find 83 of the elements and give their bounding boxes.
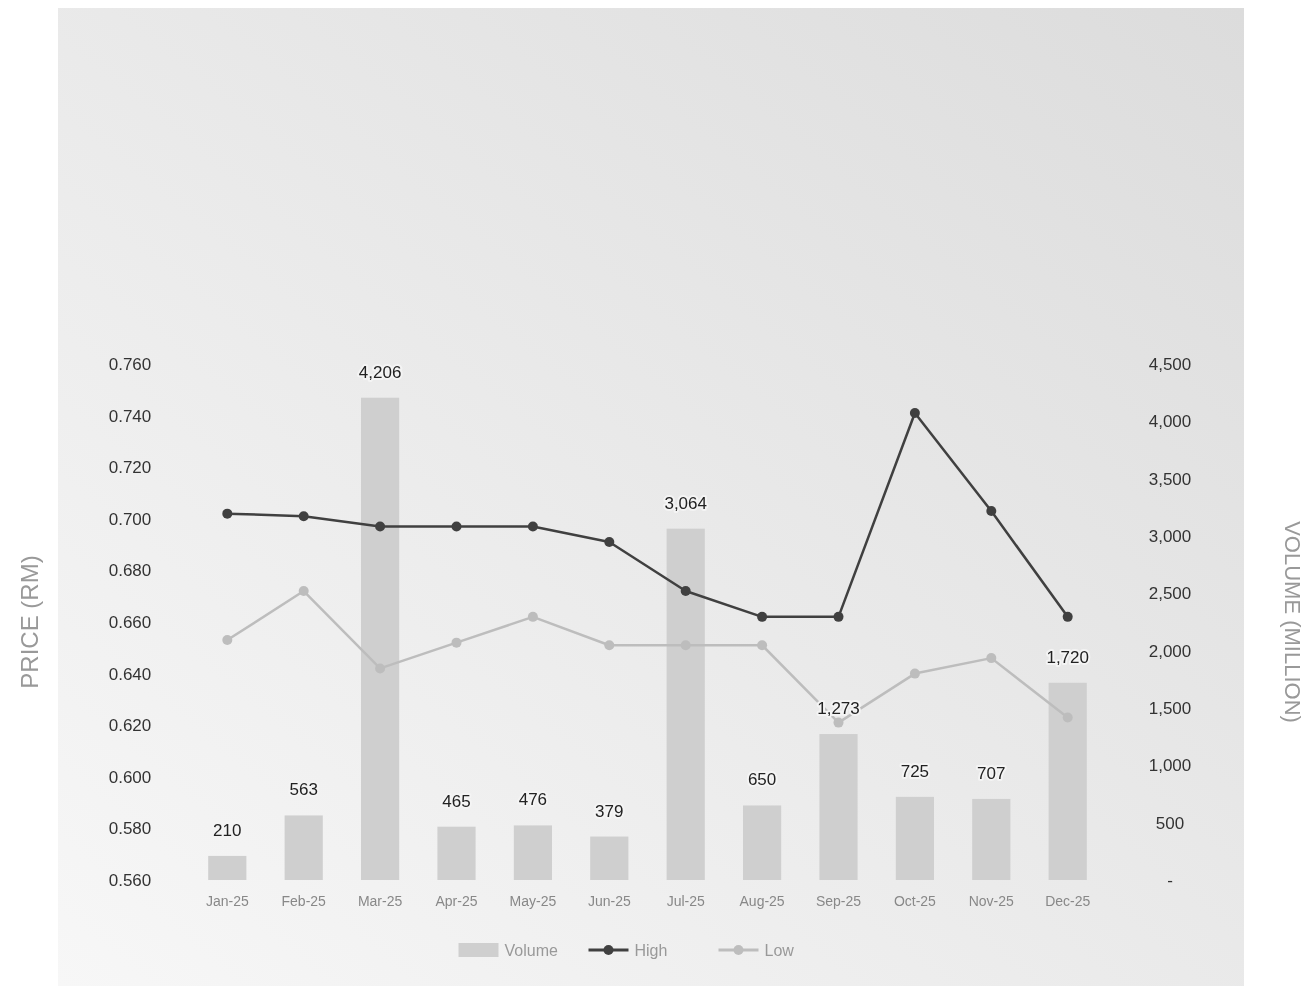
y-tick-label: 0.560 bbox=[108, 870, 152, 890]
bar bbox=[361, 397, 400, 880]
point bbox=[604, 640, 615, 651]
data-label: 379 bbox=[595, 801, 624, 821]
x-tick-label: Jan-25 bbox=[205, 893, 249, 909]
legend-label: Low bbox=[764, 941, 795, 959]
bar bbox=[590, 836, 629, 880]
y2-tick-label: 3,500 bbox=[1148, 469, 1192, 489]
bar bbox=[513, 825, 552, 880]
point bbox=[909, 408, 920, 419]
point bbox=[986, 506, 997, 517]
point bbox=[222, 635, 233, 646]
data-label: 3,064 bbox=[664, 493, 707, 513]
point bbox=[451, 637, 462, 648]
bar bbox=[284, 815, 323, 880]
bar bbox=[666, 528, 705, 880]
y-tick-label: 0.620 bbox=[108, 716, 152, 736]
bar bbox=[208, 855, 247, 880]
y2-tick-label: - bbox=[1167, 870, 1173, 890]
y2-tick-label: 2,000 bbox=[1148, 641, 1192, 661]
y2-tick-label: 3,000 bbox=[1148, 526, 1192, 546]
legend-label: High bbox=[634, 941, 668, 959]
x-tick-label: May-25 bbox=[509, 893, 557, 909]
data-label: 465 bbox=[442, 791, 471, 811]
point bbox=[604, 537, 615, 548]
x-tick-label: Jun-25 bbox=[587, 893, 631, 909]
point bbox=[680, 586, 691, 597]
x-tick-label: Apr-25 bbox=[435, 893, 478, 909]
y-axis-title: PRICE (RM) bbox=[16, 555, 43, 689]
data-label: 563 bbox=[289, 780, 318, 800]
data-label: 650 bbox=[747, 770, 777, 790]
bar bbox=[895, 796, 934, 880]
y2-tick-label: 4,500 bbox=[1148, 354, 1192, 374]
x-tick-label: Nov-25 bbox=[968, 893, 1015, 909]
x-tick-label: Feb-25 bbox=[281, 893, 327, 909]
point bbox=[757, 611, 768, 622]
point bbox=[527, 611, 538, 622]
bar bbox=[743, 805, 782, 880]
y2-tick-label: 500 bbox=[1155, 813, 1185, 833]
data-label: 210 bbox=[213, 820, 242, 840]
point bbox=[451, 521, 462, 532]
y2-tick-label: 1,500 bbox=[1148, 698, 1192, 718]
data-label: 1,273 bbox=[817, 699, 860, 719]
data-label: 4,206 bbox=[358, 362, 402, 382]
y-tick-label: 0.600 bbox=[108, 767, 152, 787]
legend-label: Volume bbox=[504, 941, 558, 959]
y2-axis-title: VOLUME (MILLION) bbox=[1280, 521, 1305, 723]
y-tick-label: 0.700 bbox=[108, 509, 152, 529]
x-tick-label: Dec-25 bbox=[1045, 893, 1091, 909]
point bbox=[375, 521, 386, 532]
bar bbox=[972, 798, 1011, 880]
x-tick-label: Aug-25 bbox=[739, 893, 785, 909]
x-tick-label: Mar-25 bbox=[357, 893, 403, 909]
bar bbox=[819, 734, 858, 880]
point bbox=[1062, 611, 1073, 622]
y-tick-label: 0.580 bbox=[108, 819, 152, 839]
y-tick-label: 0.660 bbox=[108, 612, 152, 632]
data-label: 725 bbox=[900, 761, 930, 781]
bar bbox=[437, 826, 476, 880]
y-tick-label: 0.760 bbox=[108, 354, 152, 374]
point bbox=[757, 640, 768, 651]
point bbox=[833, 717, 844, 728]
point bbox=[833, 611, 844, 622]
x-tick-label: Jul-25 bbox=[666, 893, 705, 909]
bar bbox=[1048, 682, 1087, 880]
y2-tick-label: 1,000 bbox=[1148, 756, 1192, 776]
point bbox=[986, 653, 997, 664]
x-tick-label: Sep-25 bbox=[815, 893, 862, 909]
point bbox=[909, 668, 920, 679]
x-tick-label: Oct-25 bbox=[893, 893, 937, 909]
data-label: 1,720 bbox=[1046, 647, 1089, 667]
y-tick-label: 0.720 bbox=[108, 458, 152, 478]
y2-tick-label: 4,000 bbox=[1148, 412, 1192, 432]
data-label: 707 bbox=[977, 763, 1006, 783]
point bbox=[298, 586, 309, 597]
point bbox=[298, 511, 309, 522]
data-label: 476 bbox=[518, 790, 548, 810]
point bbox=[527, 521, 538, 532]
y-tick-label: 0.740 bbox=[108, 406, 152, 426]
y2-tick-label: 2,500 bbox=[1148, 584, 1192, 604]
y-tick-label: 0.680 bbox=[108, 561, 152, 581]
point bbox=[222, 508, 233, 519]
y-tick-label: 0.640 bbox=[108, 664, 152, 684]
